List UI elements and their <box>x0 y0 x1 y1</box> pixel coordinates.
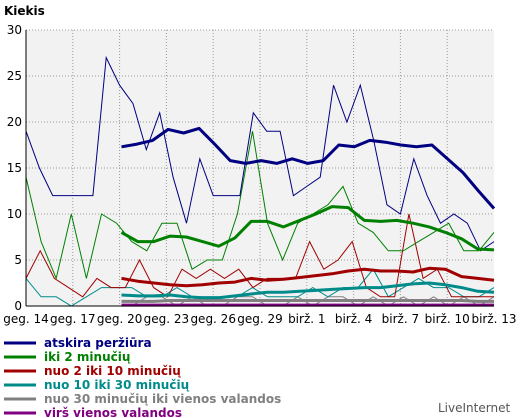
x-tick-label: birž. 13 <box>471 312 516 326</box>
legend-label: nuo 10 iki 30 minučių <box>44 378 190 392</box>
y-tick-label: 5 <box>14 253 22 267</box>
series-line-1 <box>25 131 495 281</box>
axes: 0 5 10 15 20 25 30 geg. 14 geg. 17 geg. 20 geg. 23… <box>3 23 516 326</box>
legend-label: atskira peržiūra <box>44 336 152 350</box>
x-tick-label: geg. 14 <box>3 312 49 326</box>
x-tick-label: geg. 20 <box>97 312 143 326</box>
y-tick-label: 25 <box>7 69 22 83</box>
series-line-2 <box>25 213 494 298</box>
legend-label: iki 2 minučių <box>44 350 131 364</box>
y-tick-label: 20 <box>7 115 22 129</box>
trend-line-1 <box>120 205 495 252</box>
y-tick-label: 0 <box>14 299 22 313</box>
x-tick-label: birž. 1 <box>288 312 325 326</box>
legend-label: virš vienos valandos <box>44 406 182 418</box>
trend-line-3 <box>121 281 495 300</box>
trend-series <box>120 126 496 307</box>
x-tick-label: geg. 26 <box>190 312 236 326</box>
x-tick-label: geg. 23 <box>144 312 190 326</box>
x-tick-label: birž. 7 <box>382 312 419 326</box>
legend-label: nuo 2 iki 10 minučių <box>44 364 181 378</box>
x-tick-label: geg. 29 <box>237 312 283 326</box>
x-tick-label: geg. 17 <box>50 312 96 326</box>
brand-label: LiveInternet <box>438 401 510 415</box>
series-line-0 <box>25 55 495 252</box>
legend-label: nuo 30 minučių iki vienos valandos <box>44 392 281 406</box>
x-tick-label: birž. 4 <box>335 312 372 326</box>
chart-title: Kiekis <box>4 4 45 18</box>
x-tick-label: birž. 10 <box>425 312 470 326</box>
y-tick-label: 15 <box>7 161 22 175</box>
y-tick-label: 10 <box>7 207 22 221</box>
y-tick-label: 30 <box>7 23 22 37</box>
trend-line-2 <box>121 266 495 288</box>
trend-line-4 <box>121 299 494 303</box>
trend-line-0 <box>121 126 496 210</box>
